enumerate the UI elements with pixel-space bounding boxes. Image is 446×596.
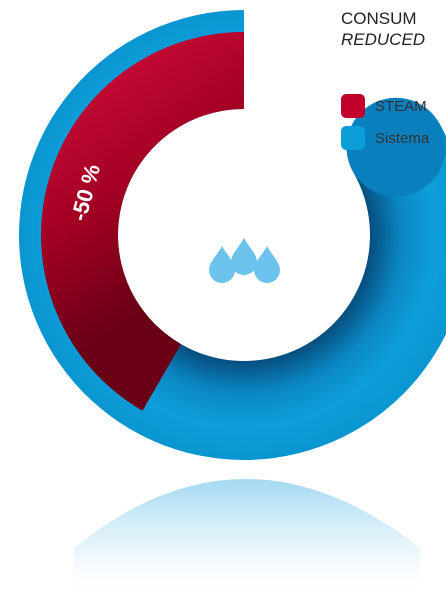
legend: STEAM Sistema	[341, 93, 429, 157]
chart-reflection	[74, 479, 420, 596]
legend-item-steam: STEAM	[341, 93, 429, 119]
donut-segment-cap	[346, 97, 446, 197]
water-drops-icon	[209, 238, 280, 283]
water-drop	[254, 246, 280, 283]
donut-segment-steam	[40, 32, 244, 411]
water-drop	[231, 238, 257, 275]
legend-item-sistema: Sistema	[341, 125, 429, 151]
legend-label-steam: STEAM	[375, 97, 427, 115]
chart-heading: CONSUM REDUCED	[341, 8, 425, 50]
water-drop	[209, 246, 235, 283]
legend-swatch-sistema	[341, 126, 365, 150]
legend-swatch-steam	[341, 94, 365, 118]
heading-line-2: REDUCED	[341, 30, 426, 49]
legend-label-sistema: Sistema	[375, 129, 430, 147]
heading-line-1: CONSUM	[341, 9, 417, 28]
